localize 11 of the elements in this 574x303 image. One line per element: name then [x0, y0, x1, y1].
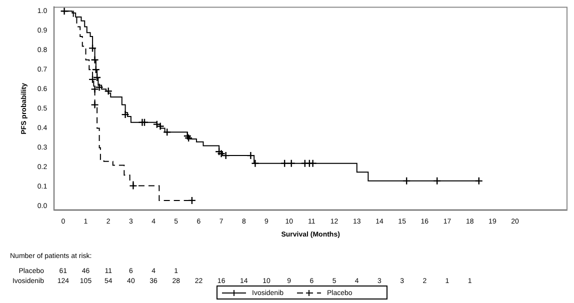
point — [121, 110, 130, 119]
point — [90, 56, 99, 64]
point — [184, 134, 193, 142]
point — [188, 196, 196, 205]
point — [104, 87, 112, 96]
point — [183, 132, 192, 140]
point — [95, 83, 104, 92]
point — [129, 182, 138, 190]
point — [88, 75, 97, 84]
point — [90, 85, 99, 94]
point — [90, 100, 99, 109]
